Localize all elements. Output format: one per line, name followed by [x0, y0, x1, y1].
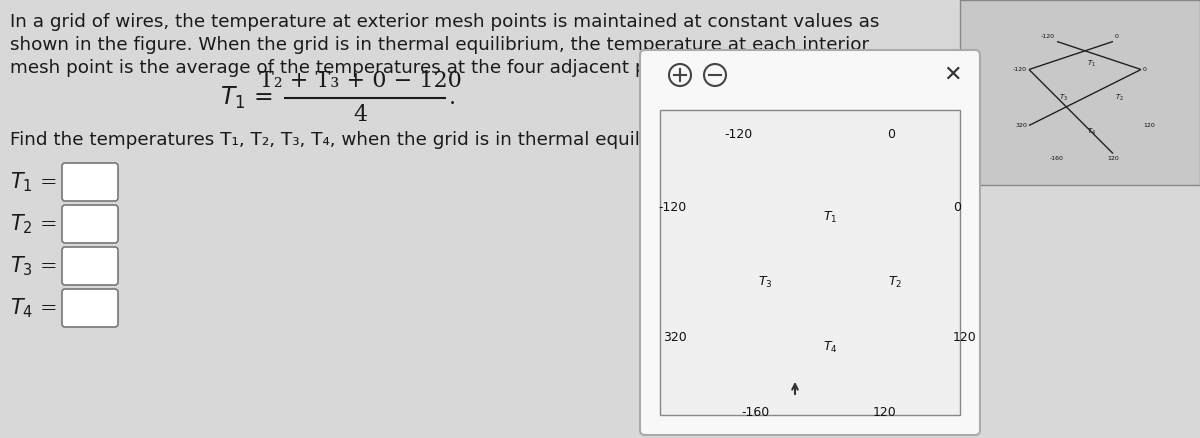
Text: -120: -120 — [1042, 35, 1055, 39]
Text: $T_1$: $T_1$ — [1087, 58, 1096, 68]
FancyBboxPatch shape — [660, 110, 960, 415]
Text: mesh point is the average of the temperatures at the four adjacent points. For i: mesh point is the average of the tempera… — [10, 59, 821, 77]
FancyBboxPatch shape — [640, 50, 980, 435]
Text: T₂ + T₃ + 0 − 120: T₂ + T₃ + 0 − 120 — [258, 70, 462, 92]
Text: $T_4$: $T_4$ — [1087, 127, 1096, 137]
Text: 0: 0 — [953, 201, 961, 214]
FancyBboxPatch shape — [62, 205, 118, 243]
Text: 320: 320 — [664, 331, 686, 344]
Text: $T_2$: $T_2$ — [888, 275, 902, 290]
FancyBboxPatch shape — [62, 247, 118, 285]
Text: $T_1$ =: $T_1$ = — [10, 170, 56, 194]
Text: 0: 0 — [1142, 67, 1147, 72]
Text: 0: 0 — [887, 127, 895, 141]
Text: $T_2$: $T_2$ — [1115, 92, 1124, 102]
Text: -120: -120 — [659, 201, 686, 214]
Text: 0: 0 — [1115, 35, 1118, 39]
Text: In a grid of wires, the temperature at exterior mesh points is maintained at con: In a grid of wires, the temperature at e… — [10, 13, 880, 31]
Text: $T_3$ =: $T_3$ = — [10, 254, 56, 278]
Text: $T_1$ =: $T_1$ = — [220, 85, 272, 111]
FancyBboxPatch shape — [62, 289, 118, 327]
Text: $T_1$: $T_1$ — [823, 209, 838, 225]
Text: .: . — [449, 87, 456, 109]
FancyBboxPatch shape — [960, 0, 1200, 185]
FancyBboxPatch shape — [62, 163, 118, 201]
Text: 120: 120 — [1142, 123, 1154, 128]
Text: 320: 320 — [1015, 123, 1027, 128]
Text: 120: 120 — [1108, 155, 1118, 160]
Text: 120: 120 — [874, 406, 896, 418]
Text: $T_3$: $T_3$ — [1060, 92, 1068, 102]
Text: 120: 120 — [953, 331, 977, 344]
Text: $T_3$: $T_3$ — [758, 275, 773, 290]
Text: -120: -120 — [725, 127, 754, 141]
Text: shown in the figure. When the grid is in thermal equilibrium, the temperature at: shown in the figure. When the grid is in… — [10, 36, 869, 54]
Text: ✕: ✕ — [943, 65, 962, 85]
Text: -120: -120 — [1013, 67, 1027, 72]
Text: -160: -160 — [740, 406, 769, 418]
Text: $T_4$: $T_4$ — [823, 339, 838, 355]
Text: $T_2$ =: $T_2$ = — [10, 212, 56, 236]
Text: -160: -160 — [1050, 155, 1064, 160]
Text: Find the temperatures T₁, T₂, T₃, T₄, when the grid is in thermal equilibrium.: Find the temperatures T₁, T₂, T₃, T₄, wh… — [10, 131, 704, 149]
Text: $T_4$ =: $T_4$ = — [10, 296, 56, 320]
Text: 4: 4 — [353, 104, 367, 126]
